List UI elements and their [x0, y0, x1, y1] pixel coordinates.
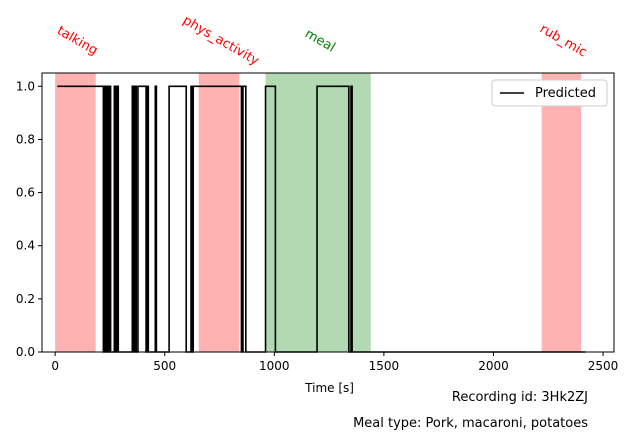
y-tick-label: 0.2 — [16, 292, 35, 306]
meal-type-label: Meal type: Pork, macaroni, potatoes — [353, 416, 588, 431]
x-tick-label: 0 — [51, 359, 59, 373]
x-tick-label: 1000 — [259, 359, 290, 373]
y-tick-label: 0.8 — [16, 132, 35, 146]
recording-id-label: Recording id: 3Hk2ZJ — [451, 390, 588, 405]
y-tick-label: 0.6 — [16, 186, 35, 200]
legend-label: Predicted — [535, 86, 596, 101]
y-tick-label: 0.0 — [16, 345, 35, 359]
series-line-predicted — [57, 85, 586, 353]
annotation-span-rub_mic — [541, 73, 582, 352]
y-tick-label: 0.4 — [16, 239, 35, 253]
x-axis-label: Time [s] — [304, 381, 354, 395]
x-tick-label: 500 — [153, 359, 176, 373]
annotation-span-talking — [55, 73, 96, 352]
annotation-label-phys_activity: phys_activity — [180, 13, 262, 69]
annotation-label-talking: talking — [54, 23, 100, 58]
annotation-label-meal: meal — [302, 26, 337, 55]
annotation-span-phys_activity — [198, 73, 240, 352]
x-tick-label: 1500 — [369, 359, 400, 373]
y-tick-label: 1.0 — [16, 79, 35, 93]
legend-box — [491, 79, 608, 107]
annotation-span-meal — [265, 73, 371, 352]
x-tick-label: 2000 — [478, 359, 509, 373]
annotation-label-rub_mic: rub_mic — [537, 22, 589, 61]
plot-frame — [41, 72, 615, 353]
x-tick-label: 2500 — [588, 359, 619, 373]
